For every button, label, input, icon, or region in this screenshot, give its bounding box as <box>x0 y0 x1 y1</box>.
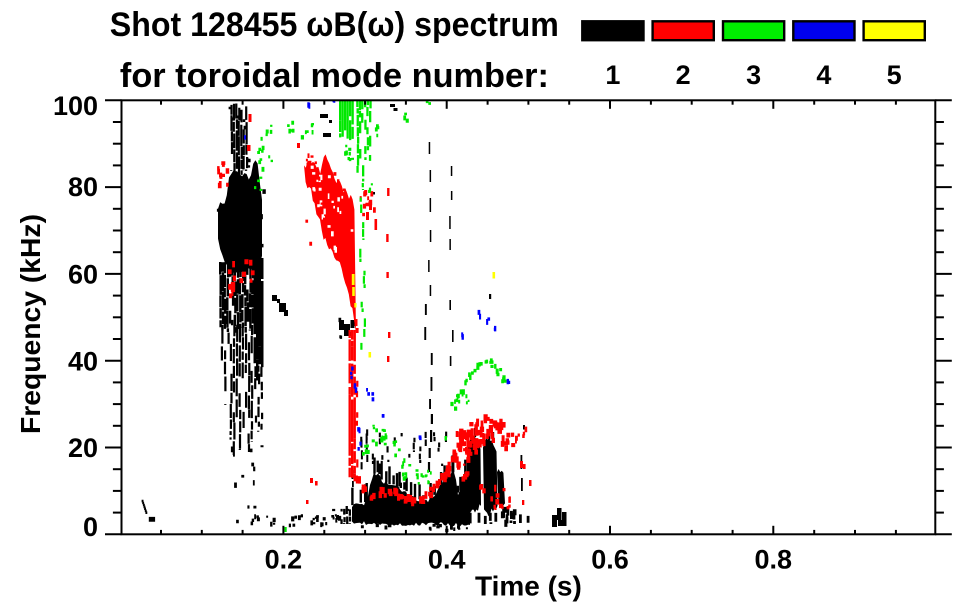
svg-text:5: 5 <box>887 60 902 90</box>
svg-text:Frequency (kHz): Frequency (kHz) <box>15 214 46 434</box>
svg-text:0.4: 0.4 <box>428 545 466 575</box>
svg-text:0.8: 0.8 <box>755 545 793 575</box>
svg-text:40: 40 <box>68 347 98 377</box>
svg-text:0: 0 <box>83 512 98 542</box>
svg-text:0.6: 0.6 <box>591 545 629 575</box>
svg-text:20: 20 <box>68 433 98 463</box>
svg-text:Time (s): Time (s) <box>475 571 582 602</box>
svg-text:Shot 128455 ωB(ω) spectrum: Shot 128455 ωB(ω) spectrum <box>110 6 559 44</box>
svg-text:4: 4 <box>816 60 831 90</box>
svg-text:60: 60 <box>68 260 98 290</box>
svg-text:100: 100 <box>53 91 98 121</box>
svg-text:3: 3 <box>746 60 761 90</box>
svg-text:1: 1 <box>605 60 620 90</box>
svg-text:2: 2 <box>676 60 691 90</box>
svg-text:80: 80 <box>68 172 98 202</box>
svg-text:for toroidal mode number:: for toroidal mode number: <box>120 57 549 95</box>
svg-text:0.2: 0.2 <box>265 545 303 575</box>
